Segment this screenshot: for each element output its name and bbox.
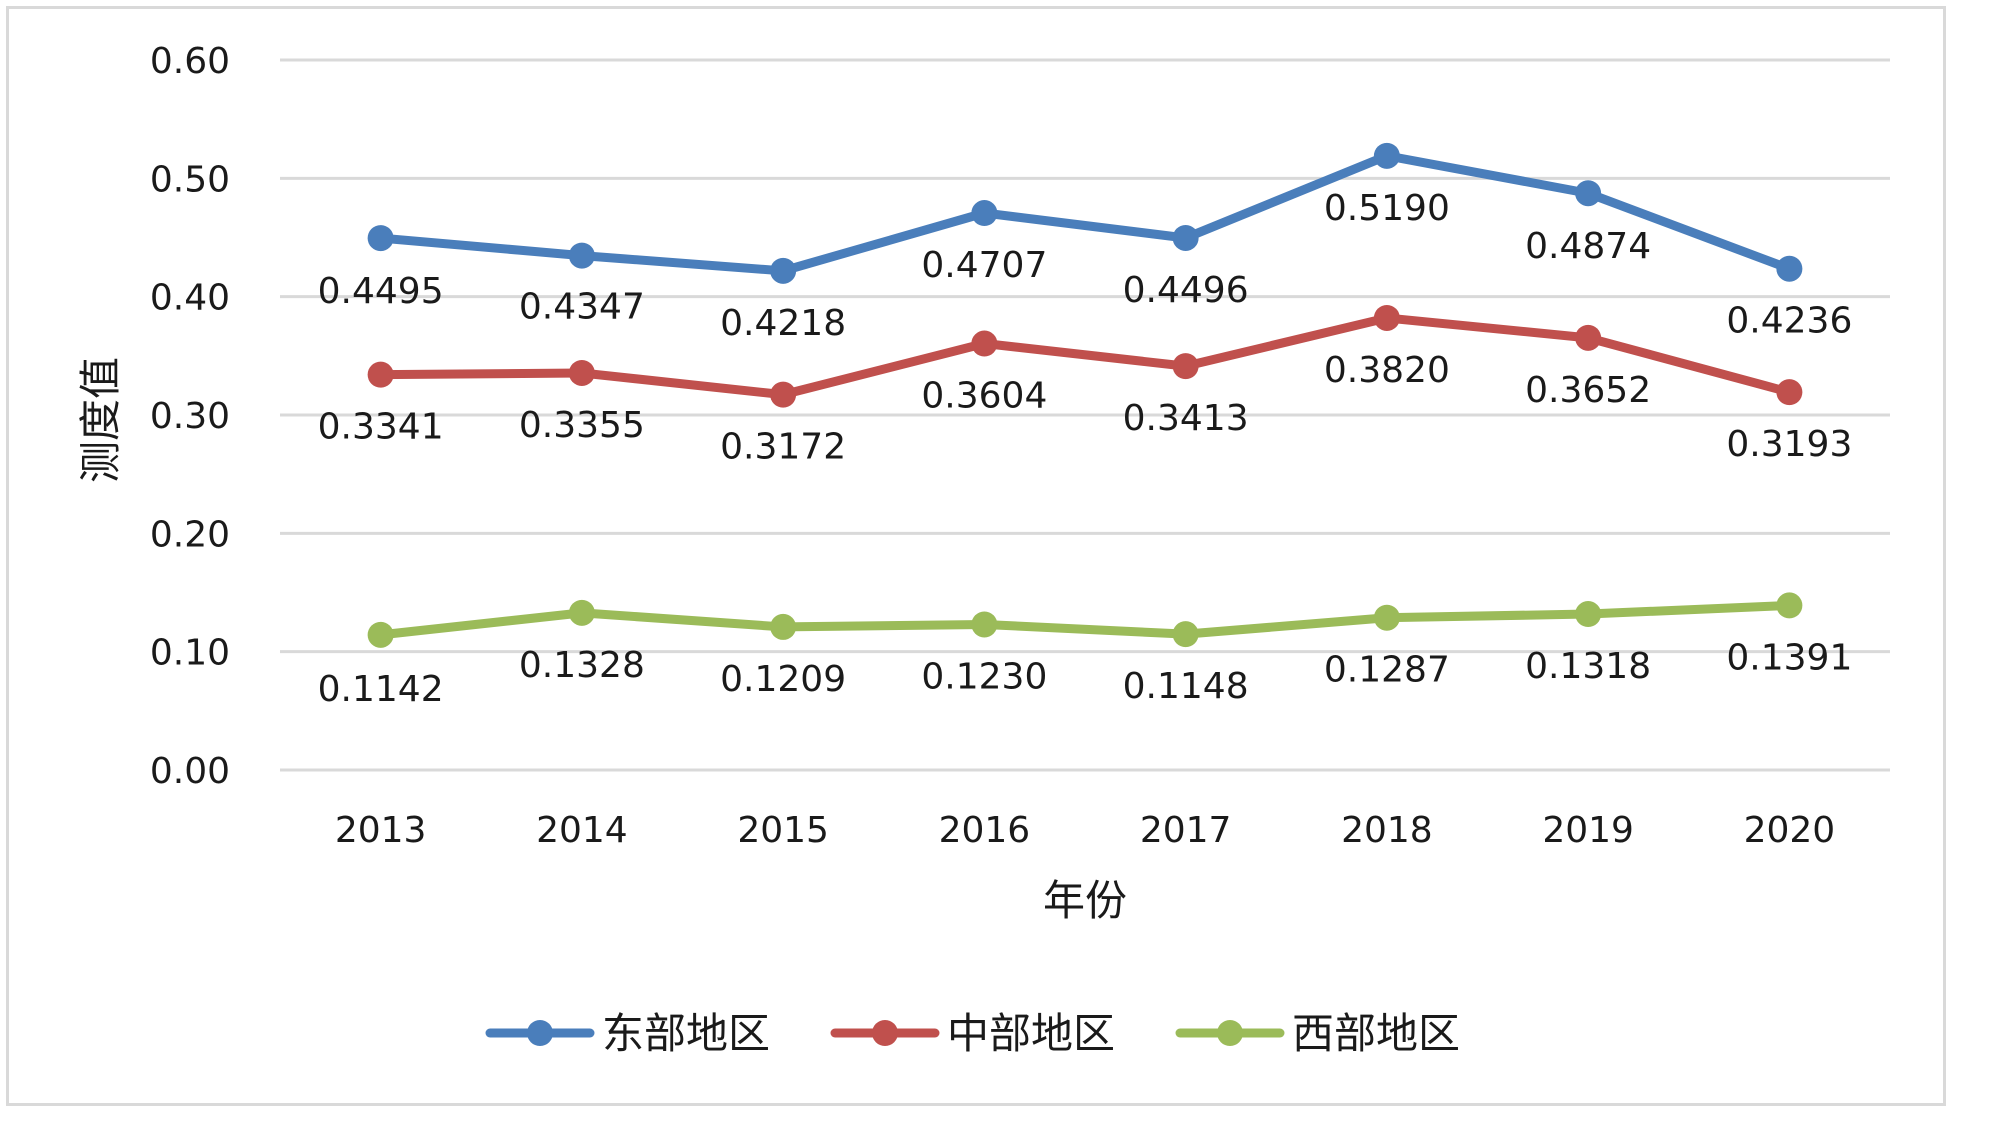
data-point <box>1776 255 1803 282</box>
data-point <box>1373 142 1400 169</box>
data-label: 0.3820 <box>1324 350 1450 391</box>
data-point <box>1575 180 1602 207</box>
data-label: 0.4236 <box>1726 301 1852 342</box>
x-tick-label: 2016 <box>939 810 1031 851</box>
legend-label: 中部地区 <box>947 1009 1115 1058</box>
legend-swatch-marker <box>1217 1020 1243 1046</box>
data-label: 0.4707 <box>921 245 1047 286</box>
series-lines <box>367 142 1803 648</box>
data-point <box>568 599 595 626</box>
legend-label: 东部地区 <box>602 1009 770 1058</box>
data-point <box>971 330 998 357</box>
series-line <box>376 313 1794 400</box>
x-axis-ticks: 2013 2014 2015 2016 2017 2018 2019 2020 <box>335 810 1835 851</box>
data-label: 0.4347 <box>519 287 645 328</box>
y-axis-ticks: 0.00 0.10 0.20 0.30 0.40 0.50 0.60 <box>150 41 230 792</box>
data-point <box>1373 604 1400 631</box>
y-tick-label: 0.00 <box>150 751 230 792</box>
series-line <box>376 151 1794 276</box>
data-point <box>1172 353 1199 380</box>
y-tick-label: 0.60 <box>150 41 230 82</box>
data-label: 0.4496 <box>1123 270 1249 311</box>
data-point <box>1575 324 1602 351</box>
data-point <box>770 257 797 284</box>
data-point <box>568 242 595 269</box>
data-labels: 0.4495 0.4347 0.4218 0.4707 0.4496 0.5190 0.48… <box>318 188 1853 710</box>
data-point <box>1172 224 1199 251</box>
data-label: 0.1391 <box>1726 637 1852 678</box>
data-label: 0.1148 <box>1123 666 1249 707</box>
x-tick-label: 2018 <box>1341 810 1433 851</box>
y-tick-label: 0.30 <box>150 396 230 437</box>
data-point <box>770 381 797 408</box>
data-label: 0.1328 <box>519 645 645 686</box>
legend-swatch-marker <box>527 1020 553 1046</box>
data-label: 0.3355 <box>519 405 645 446</box>
legend-item: 东部地区 <box>485 1009 770 1058</box>
data-label: 0.4495 <box>318 271 444 312</box>
data-point <box>770 613 797 640</box>
data-label: 0.3341 <box>318 407 444 448</box>
x-axis-title: 年份 <box>1043 876 1127 925</box>
data-label: 0.3652 <box>1525 370 1651 411</box>
data-label: 0.1318 <box>1525 646 1651 687</box>
data-label: 0.3193 <box>1726 424 1852 465</box>
data-label: 0.4874 <box>1525 226 1651 267</box>
data-point <box>568 359 595 386</box>
y-tick-label: 0.40 <box>150 278 230 319</box>
y-tick-label: 0.10 <box>150 633 230 674</box>
gridlines <box>280 58 1890 772</box>
data-point <box>1172 621 1199 648</box>
data-label: 0.5190 <box>1324 188 1450 229</box>
x-tick-label: 2014 <box>536 810 628 851</box>
data-label: 0.1230 <box>921 656 1047 697</box>
data-label: 0.1287 <box>1324 650 1450 691</box>
data-point <box>367 225 394 252</box>
data-label: 0.1209 <box>720 659 846 700</box>
y-tick-label: 0.20 <box>150 514 230 555</box>
y-tick-label: 0.50 <box>150 159 230 200</box>
legend-label: 西部地区 <box>1292 1009 1460 1058</box>
data-point <box>367 361 394 388</box>
data-point <box>1575 601 1602 628</box>
x-tick-label: 2020 <box>1744 810 1836 851</box>
data-point <box>1373 304 1400 331</box>
data-point <box>1776 592 1803 619</box>
data-label: 0.3604 <box>921 376 1047 417</box>
data-point <box>971 611 998 638</box>
data-label: 0.4218 <box>720 303 846 344</box>
y-axis-title: 测度值 <box>76 357 125 483</box>
x-tick-label: 2017 <box>1140 810 1232 851</box>
legend-swatch-marker <box>872 1020 898 1046</box>
data-label: 0.1142 <box>318 669 444 710</box>
chart-frame <box>6 6 1946 1106</box>
x-tick-label: 2019 <box>1542 810 1634 851</box>
data-label: 0.3413 <box>1123 398 1249 439</box>
data-point <box>1776 379 1803 406</box>
legend-item: 西部地区 <box>1175 1009 1460 1058</box>
series-line <box>376 600 1794 640</box>
x-tick-label: 2015 <box>737 810 829 851</box>
legend-item: 中部地区 <box>830 1009 1115 1058</box>
data-point <box>367 621 394 648</box>
x-tick-label: 2013 <box>335 810 427 851</box>
data-label: 0.3172 <box>720 427 846 468</box>
legend: 东部地区 中部地区 西部地区 <box>485 1009 1460 1058</box>
data-point <box>971 200 998 227</box>
